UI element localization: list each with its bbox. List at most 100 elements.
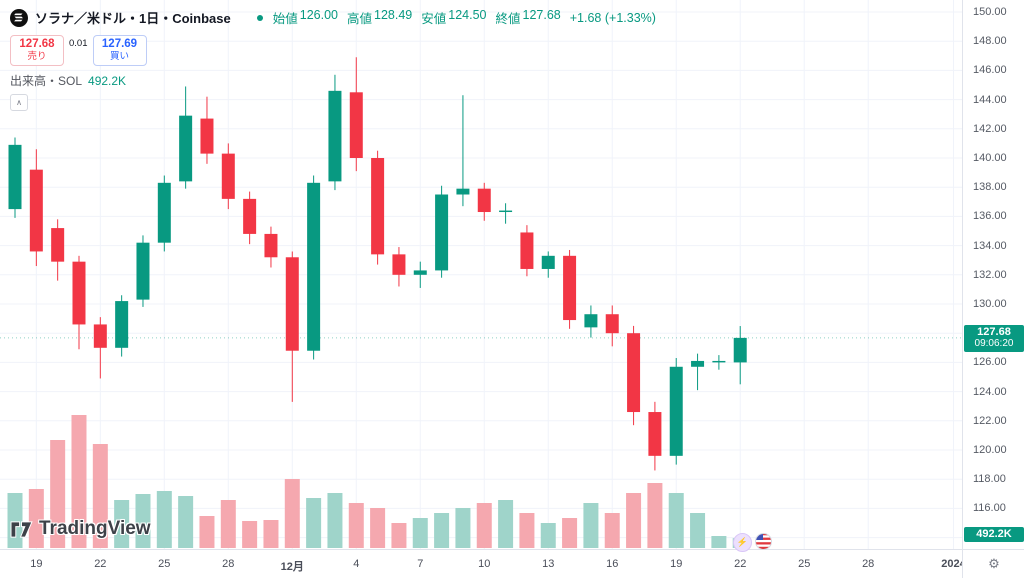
- volume-bar: [711, 536, 727, 548]
- price-tick-label: 132.00: [973, 268, 1007, 281]
- trade-widget: 127.68 売り 0.01 127.69 買い: [10, 35, 147, 66]
- price-tick-label: 136.00: [973, 210, 1007, 223]
- volume-label: 出来高・SOL: [10, 74, 83, 88]
- candle-body: [584, 314, 598, 328]
- volume-bar: [434, 513, 450, 548]
- sell-price: 127.68: [19, 38, 55, 50]
- volume-bar: [306, 498, 322, 548]
- volume-bar: [455, 508, 471, 548]
- candle-body: [541, 255, 555, 269]
- volume-bar: [604, 513, 620, 548]
- price-tick-label: 130.00: [973, 298, 1007, 310]
- close-value: 127.68: [522, 8, 561, 22]
- volume-bar: [50, 440, 66, 548]
- price-scale[interactable]: 127.68 09:06:20 492.2K 114.00116.00118.0…: [962, 0, 1024, 549]
- volume-bar: [284, 479, 300, 548]
- volume-bar: [242, 521, 258, 548]
- volume-legend: 出来高・SOL 492.2K: [10, 72, 126, 89]
- candle-body: [371, 158, 385, 255]
- candlestick-chart[interactable]: [0, 0, 962, 549]
- candle-body: [243, 198, 257, 234]
- lightning-event-icon[interactable]: ⚡: [733, 533, 752, 552]
- high-value: 128.49: [374, 8, 413, 22]
- candle-body: [264, 233, 278, 258]
- price-tick-label: 138.00: [973, 181, 1007, 194]
- volume-bar: [71, 415, 87, 548]
- price-tick-label: 124.00: [973, 385, 1007, 398]
- volume-bar: [498, 500, 514, 548]
- time-tick-label: 25: [158, 558, 171, 570]
- time-tick-label: 22: [734, 558, 747, 570]
- solana-logo-icon: [10, 8, 28, 27]
- volume-bar: [668, 493, 684, 548]
- buy-label: 買い: [109, 51, 129, 62]
- time-tick-label: 19: [30, 558, 43, 570]
- spread-value: 0.01: [64, 36, 93, 51]
- volume-bar: [370, 508, 386, 548]
- tradingview-brand-text: TradingView: [39, 518, 151, 539]
- volume-bar: [348, 503, 364, 548]
- close-label: 終値: [495, 12, 521, 26]
- open-value: 126.00: [299, 8, 338, 22]
- candle-body: [29, 169, 43, 252]
- candle-body: [136, 242, 150, 300]
- volume-bar: [583, 503, 599, 548]
- market-status-dot: [256, 14, 263, 21]
- time-tick-label: 2024: [941, 558, 962, 570]
- candle-body: [435, 194, 449, 271]
- candle-body: [8, 144, 22, 210]
- volume-bar: [690, 513, 706, 548]
- candle-body: [456, 188, 470, 195]
- us-flag-event-icon[interactable]: [755, 533, 772, 550]
- high-label: 高値: [347, 12, 373, 26]
- time-tick-label: 19: [670, 558, 683, 570]
- chart-canvas[interactable]: [0, 0, 962, 549]
- volume-bar: [519, 513, 535, 548]
- price-tick-label: 118.00: [973, 473, 1006, 486]
- candle-body: [520, 232, 534, 269]
- price-tick-label: 140.00: [973, 152, 1007, 164]
- buy-button[interactable]: 127.69 買い: [92, 35, 147, 66]
- chart-event-icons: ⚡: [733, 533, 772, 552]
- symbol-title[interactable]: ソラナ／米ドル・1日・Coinbase: [35, 11, 231, 26]
- price-tick-label: 134.00: [973, 239, 1007, 252]
- volume-bar: [562, 518, 578, 548]
- scale-settings-button[interactable]: ⚙: [962, 549, 1024, 578]
- price-tick-label: 116.00: [973, 502, 1006, 515]
- time-tick-label: 4: [353, 558, 360, 570]
- time-tick-label: 25: [798, 558, 811, 570]
- candle-body: [72, 261, 86, 325]
- time-tick-label: 7: [417, 558, 424, 570]
- candle-body: [648, 412, 662, 456]
- volume-bar: [391, 523, 407, 548]
- candle-body: [285, 257, 299, 351]
- price-tick-label: 150.00: [973, 6, 1007, 18]
- candle-body: [179, 115, 193, 182]
- time-tick-label: 28: [862, 558, 875, 570]
- candle-body: [563, 255, 577, 321]
- candle-body: [413, 270, 427, 275]
- sell-button[interactable]: 127.68 売り: [10, 35, 64, 66]
- price-tick-label: 126.00: [973, 356, 1007, 369]
- volume-bar: [199, 516, 215, 548]
- candle-body: [157, 182, 171, 243]
- candle-body: [691, 360, 705, 367]
- volume-bar: [263, 520, 279, 548]
- collapse-legend-button[interactable]: ∧: [10, 94, 28, 111]
- candle-body: [605, 314, 619, 334]
- price-tick-label: 120.00: [973, 444, 1007, 456]
- candle-body: [733, 337, 747, 363]
- volume-bar: [28, 489, 44, 548]
- current-price-value: 127.68: [977, 325, 1011, 338]
- volume-bar: [626, 493, 642, 548]
- candle-body: [392, 254, 406, 275]
- gear-icon: ⚙: [988, 556, 1000, 571]
- time-scale[interactable]: 19 22 25 28 12月 4 7 10 13 16 19 22 25 28 2024: [0, 549, 962, 578]
- tradingview-logo[interactable]: TradingView: [10, 518, 151, 540]
- volume-badge: 492.2K: [964, 527, 1024, 542]
- time-tick-label: 16: [606, 558, 619, 570]
- candle-body: [221, 153, 235, 199]
- ohlc-readout: 始値 126.00 高値 128.49 安値 124.50 終値 127.68 +1.6…: [256, 8, 656, 27]
- symbol-legend: ソラナ／米ドル・1日・Coinbase 始値 126.00 高値 128.49 安値…: [10, 8, 656, 27]
- volume-bar: [647, 483, 663, 548]
